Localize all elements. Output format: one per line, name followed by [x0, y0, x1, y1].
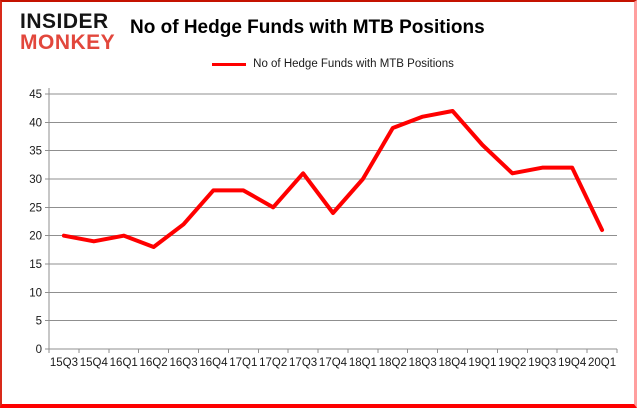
x-axis-tick-label: 15Q4	[80, 357, 109, 369]
x-axis-tick-label: 20Q1	[588, 357, 616, 369]
data-line-series	[61, 109, 605, 249]
insider-monkey-logo: INSIDER MONKEY	[20, 11, 128, 53]
legend: No of Hedge Funds with MTB Positions	[49, 58, 617, 70]
x-axis-tick-label: 18Q1	[349, 357, 377, 369]
y-axis-tick-label: 25	[29, 202, 42, 214]
x-axis-tick-label: 19Q1	[468, 357, 496, 369]
legend-label: No of Hedge Funds with MTB Positions	[253, 58, 454, 70]
y-axis-tick-label: 40	[29, 117, 42, 129]
x-axis-tick-label: 17Q1	[229, 357, 257, 369]
x-axis-tick-label: 17Q2	[259, 357, 287, 369]
y-axis-tick-label: 0	[36, 344, 42, 356]
y-axis-tick-label: 45	[29, 89, 42, 101]
y-axis-tick-label: 15	[29, 259, 42, 271]
x-axis-tick-label: 18Q4	[439, 357, 468, 369]
x-axis-tick-label: 17Q4	[319, 357, 348, 369]
y-axis-tick-label: 5	[36, 316, 42, 328]
x-axis-tick-label: 16Q2	[140, 357, 168, 369]
x-axis-tick-label: 16Q1	[110, 357, 138, 369]
legend-line-swatch	[212, 62, 247, 66]
x-axis-tick-label: 16Q3	[169, 357, 197, 369]
x-axis-tick-label: 18Q2	[379, 357, 407, 369]
x-axis-tick-label: 19Q2	[498, 357, 526, 369]
x-axis-tick-label: 19Q4	[558, 357, 587, 369]
x-axis-tick-label: 19Q3	[528, 357, 556, 369]
y-axis-tick-label: 35	[29, 146, 42, 158]
y-axis-tick-label: 20	[29, 231, 42, 243]
x-axis-tick-label: 15Q3	[50, 357, 78, 369]
x-axis-tick-label: 18Q3	[409, 357, 437, 369]
logo-text-insider: INSIDER	[20, 10, 109, 33]
x-axis-tick-label: 16Q4	[199, 357, 228, 369]
y-axis-tick-label: 10	[29, 287, 42, 299]
logo-text-monkey: MONKEY	[20, 31, 116, 54]
y-axis-tick-label: 30	[29, 174, 42, 186]
x-axis-tick-label: 17Q3	[289, 357, 317, 369]
page-title: No of Hedge Funds with MTB Positions	[130, 17, 485, 38]
